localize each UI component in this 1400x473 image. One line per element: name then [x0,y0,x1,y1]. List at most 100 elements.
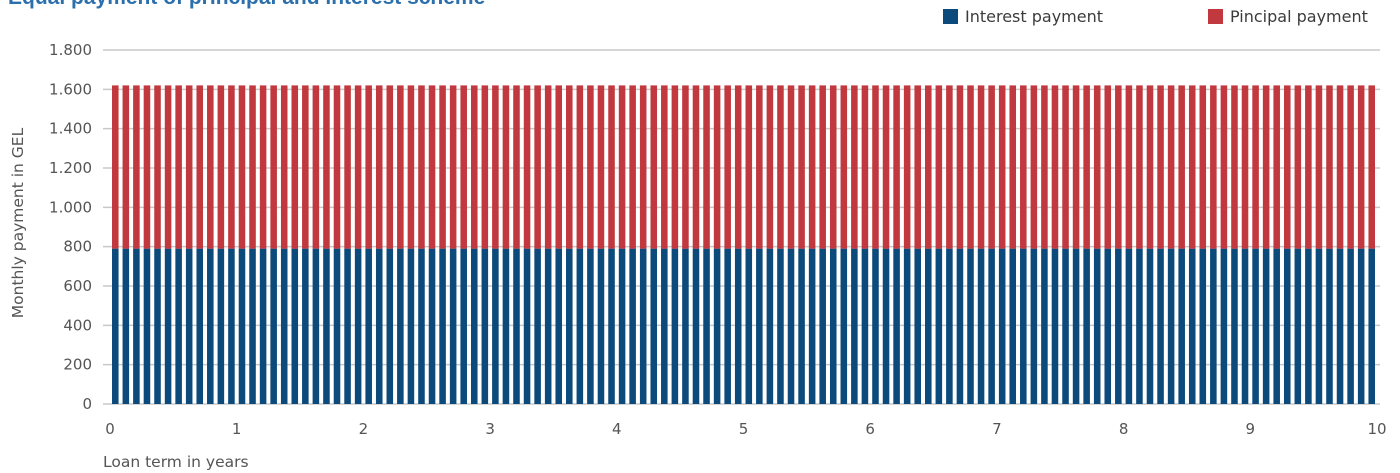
bar-segment-principal [513,85,520,249]
bar-segment-principal [544,85,552,249]
bar-segment-principal [228,85,235,249]
bar-segment-principal [270,85,277,249]
bar-segment-principal [1136,85,1143,249]
bar-segment-interest [587,248,594,404]
y-axis-label: Monthly payment in GEL [9,127,27,318]
bar-segment-interest [903,248,911,404]
x-tick-label: 4 [612,420,622,438]
bar-segment-interest [798,248,805,404]
bar-segment-interest [1062,248,1069,404]
legend-swatch-principal [1208,9,1223,24]
bar-segment-principal [777,85,784,249]
bar-segment-principal [375,85,383,249]
y-tick-label: 600 [63,277,92,295]
bar-segment-interest [1347,248,1354,404]
bar-segment-interest [671,248,679,404]
bar-segment-principal [798,85,805,249]
bar-segment-principal [713,85,721,249]
bar-segment-interest [1305,248,1312,404]
bar-segment-principal [1020,85,1027,249]
legend-label-interest: Interest payment [965,7,1103,26]
bar-segment-principal [217,85,225,249]
bar-segment-interest [407,248,415,404]
bar-segment-principal [185,85,193,249]
bar-segment-principal [1294,85,1302,249]
bar-segment-interest [185,248,193,404]
legend-swatch-interest [943,9,958,24]
bar-segment-interest [988,248,995,404]
x-tick-label: 10 [1367,420,1386,438]
bar-segment-principal [1315,85,1323,249]
bar-segment-interest [998,248,1006,404]
bar-segment-interest [724,248,731,404]
bar-segment-principal [196,85,204,249]
bar-segment-interest [397,248,404,404]
bar-segment-interest [639,248,647,404]
bar-segment-interest [418,248,425,404]
bar-segment-interest [196,248,204,404]
bar-segment-interest [1009,248,1017,404]
bar-segment-principal [523,85,531,249]
bar-segment-interest [428,248,436,404]
bar-segment-interest [935,248,943,404]
bar-segment-principal [587,85,594,249]
bar-segment-interest [756,248,763,404]
bar-segment-interest [1262,248,1270,404]
bar-segment-principal [882,85,890,249]
bar-segment-principal [344,85,351,249]
bar-segment-principal [1178,85,1185,249]
bar-segment-principal [407,85,415,249]
bar-segment-interest [597,248,605,404]
bar-segment-principal [354,85,362,249]
bar-segment-principal [724,85,731,249]
bar-segment-interest [1283,248,1291,404]
bar-segment-interest [618,248,626,404]
bar-segment-interest [1273,248,1280,404]
x-tick-label: 0 [105,420,115,438]
bar-segment-interest [682,248,689,404]
bar-segment-interest [1030,248,1038,404]
bar-segment-principal [460,85,467,249]
bar-segment-interest [143,248,151,404]
bar-segment-interest [840,248,848,404]
x-axis-ticks: 0 1 2 3 4 5 6 7 8 9 10 [105,420,1386,438]
bar-segment-principal [238,85,246,249]
bar-segment-interest [207,248,214,404]
x-tick-label: 3 [485,420,495,438]
bar-segment-principal [492,85,499,249]
bar-segment-interest [154,248,161,404]
bar-segment-principal [925,85,932,249]
bar-segment-principal [1157,85,1164,249]
bar-segment-principal [977,85,985,249]
bar-segment-interest [460,248,467,404]
bar-segment-principal [280,85,288,249]
y-tick-label: 1.400 [49,120,92,138]
bar-segment-interest [1231,248,1238,404]
bar-segment-interest [977,248,985,404]
bar-segment-interest [217,248,225,404]
bar-segment-principal [164,85,172,249]
bar-segment-principal [133,85,140,249]
bar-segment-principal [207,85,214,249]
bar-segment-principal [323,85,330,249]
bar-segment-principal [1062,85,1069,249]
bar-segment-principal [1262,85,1270,249]
bar-segment-principal [1241,85,1249,249]
legend-label-principal: Pincipal payment [1230,7,1368,26]
bar-segment-principal [682,85,689,249]
bar-segment-principal [787,85,795,249]
bar-segment-principal [534,85,541,249]
bar-segment-principal [893,85,900,249]
bar-segment-interest [608,248,615,404]
bar-segment-interest [1136,248,1143,404]
bar-segment-principal [1009,85,1017,249]
bar-segment-interest [829,248,837,404]
bar-segment-principal [935,85,943,249]
bar-segment-interest [956,248,964,404]
bar-segment-principal [175,85,182,249]
bar-segment-interest [576,248,584,404]
bar-segment-interest [1146,248,1154,404]
y-tick-label: 1.000 [49,198,92,216]
y-tick-label: 1.800 [49,41,92,59]
bar-segment-interest [1167,248,1175,404]
